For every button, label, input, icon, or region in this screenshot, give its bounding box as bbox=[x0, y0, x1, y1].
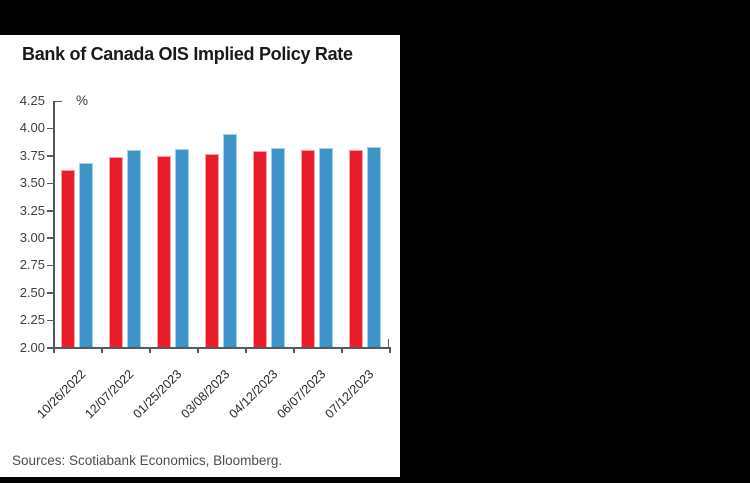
red-series-bar bbox=[301, 149, 315, 347]
x-tick-label: 03/08/2023 bbox=[178, 367, 233, 422]
red-series-bar bbox=[109, 157, 123, 347]
y-tick-label: 3.50 bbox=[19, 175, 45, 191]
y-axis-line bbox=[53, 100, 55, 347]
y-tick-label: 2.50 bbox=[19, 284, 45, 300]
blue-series-bar bbox=[127, 149, 141, 347]
chart-title: Bank of Canada OIS Implied Policy Rate bbox=[22, 44, 353, 64]
x-axis-tick bbox=[293, 347, 295, 353]
x-axis-tick bbox=[341, 347, 343, 353]
red-series-bar bbox=[253, 150, 267, 347]
x-tick-label: 07/12/2023 bbox=[322, 367, 377, 422]
y-axis-tick bbox=[47, 319, 53, 322]
red-series-bar bbox=[349, 149, 363, 347]
y-axis-tick bbox=[47, 347, 53, 349]
blue-series-bar bbox=[367, 146, 381, 347]
y-tick-label: 2.75 bbox=[19, 257, 45, 273]
x-axis-tick bbox=[197, 347, 199, 353]
red-series-bar bbox=[61, 169, 75, 347]
bar-chart-plot-area: 4.25 4.00 3.75 3.50 3.25 3.00 2.75 2.50 2.25 2.00… bbox=[0, 35, 400, 477]
y-tick-label: 3.25 bbox=[19, 202, 45, 218]
y-axis-unit-label: % bbox=[76, 93, 89, 108]
x-axis-tick bbox=[389, 347, 391, 353]
x-axis-tick bbox=[149, 347, 151, 353]
blue-series-bar bbox=[319, 147, 333, 347]
y-axis-tick bbox=[47, 210, 53, 212]
x-tick-label: 12/07/2022 bbox=[82, 367, 137, 422]
blue-series-bar bbox=[271, 147, 285, 347]
y-axis-tick bbox=[47, 155, 53, 157]
y-tick-label: 2.25 bbox=[19, 312, 45, 328]
y-tick-label: 3.00 bbox=[19, 229, 45, 245]
blue-series-bar bbox=[175, 148, 189, 347]
x-axis-line bbox=[53, 347, 389, 349]
y-axis-tick bbox=[47, 237, 53, 239]
blue-series-bar bbox=[79, 162, 93, 347]
chart-panel: Bank of Canada OIS Implied Policy Rate %… bbox=[0, 35, 400, 477]
y-tick-label: 4.25 bbox=[19, 93, 45, 108]
x-tick-label: 10/26/2022 bbox=[34, 367, 89, 422]
red-series-bar bbox=[157, 156, 171, 347]
x-tick-label: 06/07/2023 bbox=[274, 367, 329, 422]
y-axis-tick bbox=[47, 264, 53, 267]
y-axis-tick bbox=[47, 182, 53, 185]
x-axis-tick bbox=[245, 347, 247, 353]
source-attribution: Sources: Scotiabank Economics, Bloomberg… bbox=[12, 453, 283, 468]
y-tick-label: 2.00 bbox=[19, 339, 45, 355]
x-tick-label: 01/25/2023 bbox=[130, 367, 185, 422]
y-tick-label: 4.00 bbox=[19, 120, 45, 136]
y-axis-tick bbox=[47, 292, 53, 294]
blue-series-bar bbox=[223, 134, 237, 347]
x-axis-tick bbox=[101, 347, 103, 353]
x-axis-end-cap bbox=[387, 339, 389, 347]
y-tick-label: 3.75 bbox=[19, 147, 45, 163]
y-axis-top-cap bbox=[53, 100, 62, 102]
y-axis-tick bbox=[47, 127, 53, 130]
x-tick-label: 04/12/2023 bbox=[226, 367, 281, 422]
x-axis-tick bbox=[53, 347, 55, 353]
red-series-bar bbox=[205, 154, 219, 347]
